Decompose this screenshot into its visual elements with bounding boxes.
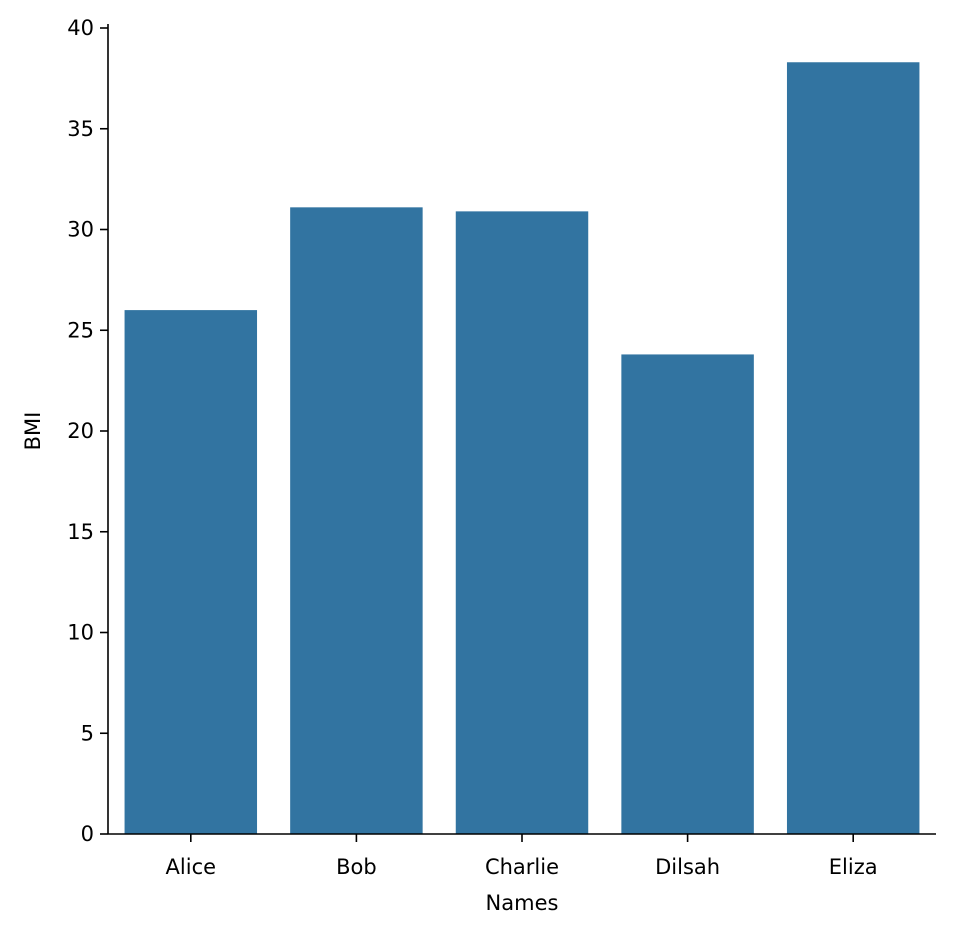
bars-group [124, 62, 920, 835]
x-tick-label: Dilsah [655, 855, 720, 879]
x-tick-label: Eliza [829, 855, 878, 879]
bar-eliza [786, 62, 920, 834]
y-tick-label: 25 [67, 318, 94, 342]
bar-charlie [455, 211, 589, 835]
y-tick-label: 20 [67, 419, 94, 443]
y-axis-ticks: 0 5 10 15 20 25 30 35 40 [67, 16, 108, 846]
bar-dilsah [621, 354, 754, 834]
x-axis-ticks: Alice Bob Charlie Dilsah Eliza [166, 834, 878, 879]
y-tick-label: 35 [67, 117, 94, 141]
x-tick-label: Bob [336, 855, 377, 879]
y-tick-label: 10 [67, 621, 94, 645]
bar-alice [124, 310, 258, 835]
y-tick-label: 40 [67, 16, 94, 40]
x-tick-label: Alice [166, 855, 217, 879]
y-tick-label: 15 [67, 520, 94, 544]
x-axis-title: Names [486, 891, 559, 915]
y-tick-label: 0 [81, 822, 94, 846]
y-tick-label: 30 [67, 218, 94, 242]
x-tick-label: Charlie [485, 855, 559, 879]
bar-bob [290, 207, 423, 834]
y-tick-label: 5 [81, 721, 94, 745]
y-axis-title: BMI [21, 412, 45, 451]
